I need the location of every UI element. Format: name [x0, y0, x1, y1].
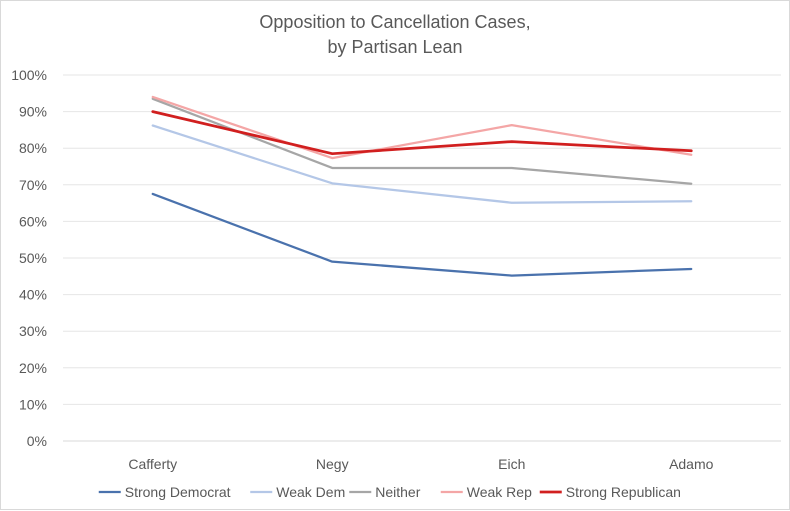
series-line [151, 124, 693, 204]
y-tick-label: 80% [19, 140, 47, 156]
y-tick-label: 20% [19, 360, 47, 376]
legend-label: Strong Democrat [125, 484, 231, 500]
legend: Strong Democrat Weak Dem Neither Weak Rep St… [98, 484, 681, 500]
chart-title-line-1: Opposition to Cancellation Cases, [259, 12, 530, 32]
y-tick-label: 50% [19, 250, 47, 266]
y-tick-label: 30% [19, 323, 47, 339]
chart-title-line-2: by Partisan Lean [327, 37, 462, 57]
y-axis-tick-labels: 0% 10% 20% 30% 40% 50% 60% 70% 80% 90% 100% [11, 67, 47, 449]
gridlines [63, 74, 781, 442]
y-tick-label: 0% [27, 433, 47, 449]
y-tick-label: 40% [19, 287, 47, 303]
y-tick-label: 100% [11, 67, 47, 83]
y-tick-label: 70% [19, 177, 47, 193]
y-tick-label: 60% [19, 213, 47, 229]
x-axis-tick-labels: Cafferty Negy Eich Adamo [128, 456, 713, 472]
x-tick-label: Cafferty [128, 456, 177, 472]
x-tick-label: Eich [498, 456, 525, 472]
series-line [151, 95, 693, 160]
y-tick-label: 90% [19, 104, 47, 120]
y-tick-label: 10% [19, 396, 47, 412]
series-line [151, 192, 693, 277]
legend-label: Weak Rep [467, 484, 532, 500]
legend-label: Neither [375, 484, 420, 500]
legend-label: Weak Dem [276, 484, 345, 500]
x-tick-label: Adamo [669, 456, 714, 472]
series-lines [151, 95, 693, 277]
x-tick-label: Negy [316, 456, 349, 472]
legend-label: Strong Republican [566, 484, 681, 500]
series-line [151, 110, 693, 156]
